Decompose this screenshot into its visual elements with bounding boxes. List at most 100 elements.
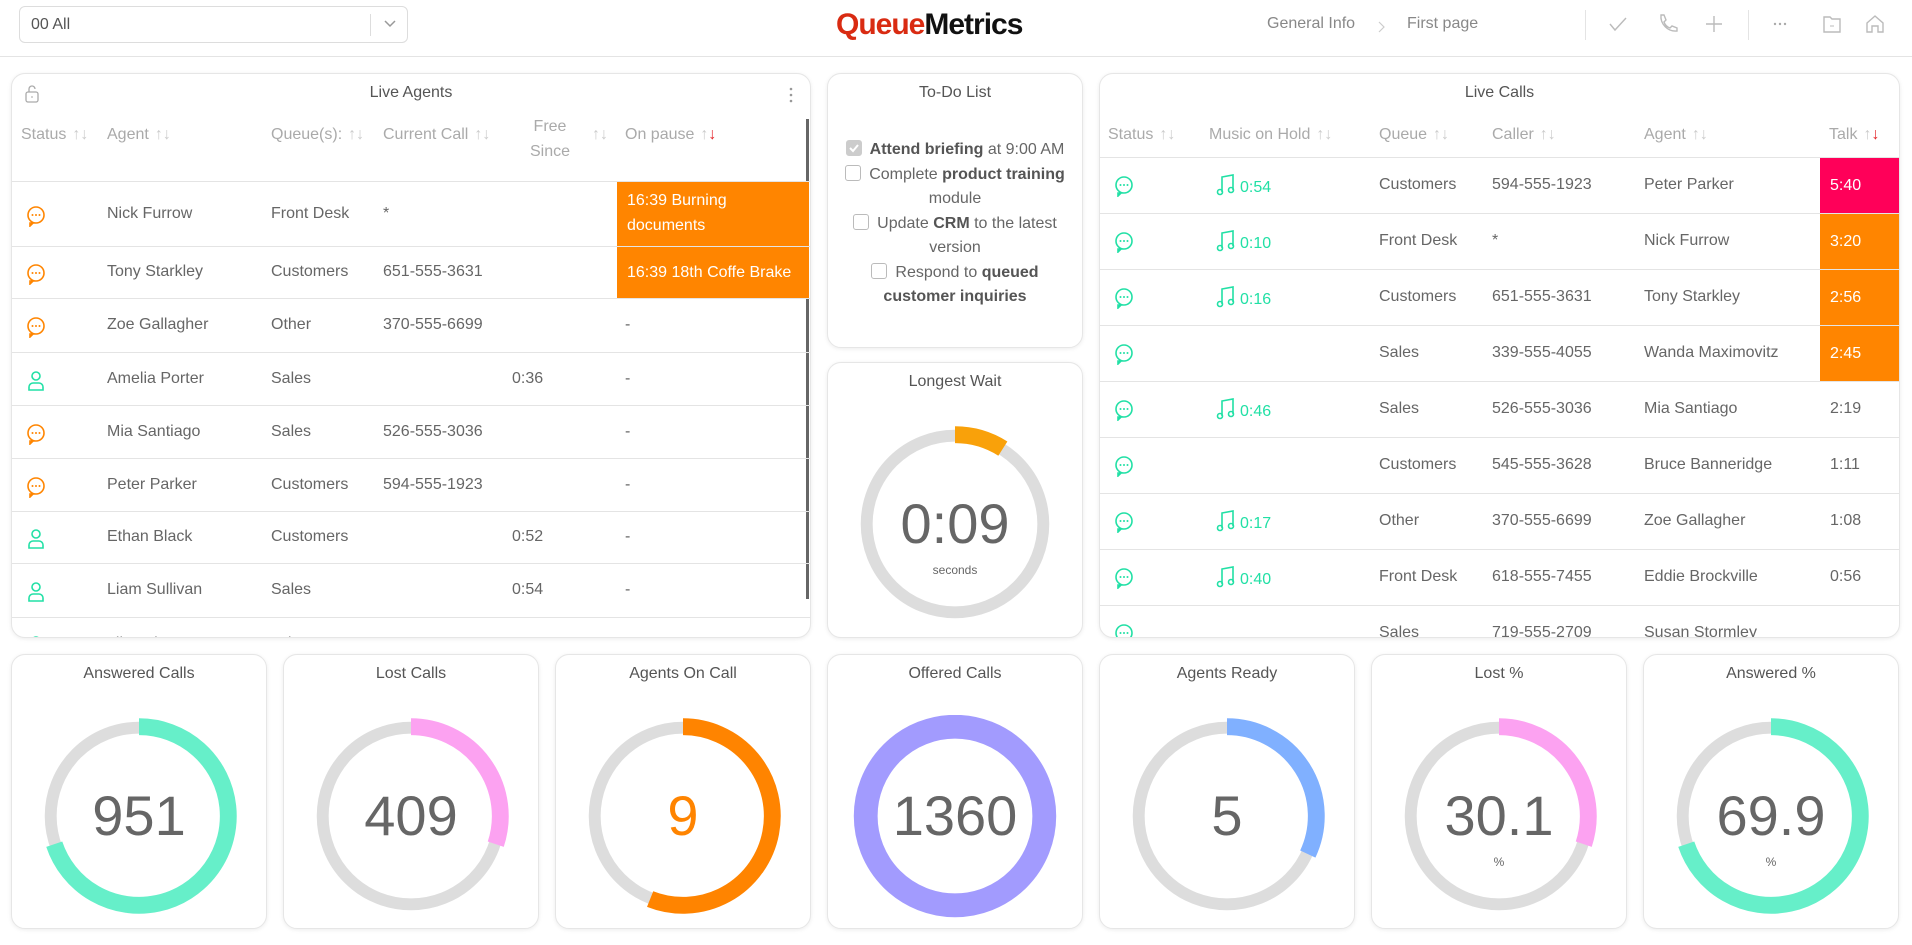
unlock-icon[interactable] xyxy=(24,84,40,104)
folder-icon[interactable] xyxy=(1820,12,1844,36)
table-row[interactable]: 0:10 Front Desk * Nick Furrow 3:20 xyxy=(1100,213,1899,269)
cell-queue: Customers xyxy=(1379,456,1457,473)
table-row[interactable]: 0:54 Customers 594-555-1923 Peter Parker 5:4… xyxy=(1100,157,1899,213)
music-on-hold: 0:54 xyxy=(1216,173,1271,202)
table-row[interactable]: 0:17 Other 370-555-6699 Zoe Gallagher 1:08 xyxy=(1100,493,1899,549)
table-row[interactable]: Nick Furrow Front Desk * 16:39 Burning docu… xyxy=(12,181,810,246)
column-header-caller[interactable]: Caller ↑↓ xyxy=(1492,126,1556,143)
table-row[interactable]: Lily Schwartz Other 0:48 xyxy=(12,617,810,638)
call-status-icon xyxy=(1114,455,1134,482)
cell-queue: Other xyxy=(271,635,311,638)
table-row[interactable]: Sales 339-555-4055 Wanda Maximovitz 2:45 xyxy=(1100,325,1899,381)
todo-item[interactable]: Update CRM to the latest version xyxy=(836,212,1074,261)
table-row[interactable]: Sales 719-555-2709 Susan Stormley xyxy=(1100,605,1899,638)
column-header-queue[interactable]: Queue ↑↓ xyxy=(1379,126,1450,143)
column-header-music-on-hold[interactable]: Music on Hold ↑↓ xyxy=(1209,126,1333,143)
gauge-value: 951 xyxy=(92,784,186,847)
call-status-icon xyxy=(1114,175,1134,202)
table-row[interactable]: Mia Santiago Sales 526-555-3036 - xyxy=(12,405,810,458)
agent-ready-icon xyxy=(26,528,46,555)
home-icon[interactable] xyxy=(1863,12,1887,36)
table-row[interactable]: 0:46 Sales 526-555-3036 Mia Santiago 2:19 xyxy=(1100,381,1899,437)
gauge-fill xyxy=(647,718,781,914)
cell-agent: Zoe Gallagher xyxy=(107,316,209,333)
scrollbar[interactable] xyxy=(806,119,809,599)
cell-queue: Customers xyxy=(271,475,349,493)
talk-time-cell: 3:20 xyxy=(1820,214,1899,269)
breadcrumb-general-info[interactable]: General Info xyxy=(1267,15,1356,32)
column-header-queue-s-[interactable]: Queue(s): ↑↓ xyxy=(271,126,365,143)
call-status-icon xyxy=(1114,343,1134,370)
panel-title: Lost Calls xyxy=(375,665,447,682)
top-bar: 00 All QueueMetrics General Info First p… xyxy=(0,0,1912,57)
column-header-status[interactable]: Status ↑↓ xyxy=(1108,126,1176,143)
table-row[interactable]: Customers 545-555-3628 Bruce Banneridge 1:1… xyxy=(1100,437,1899,493)
todo-item[interactable]: Attend briefing at 9:00 AM xyxy=(836,138,1074,163)
chevron-right-icon xyxy=(1378,21,1385,33)
table-row[interactable]: Ethan Black Customers 0:52 - xyxy=(12,511,810,563)
pause-reason-cell: 16:39 18th Coffe Brake xyxy=(617,247,809,298)
cell-talk: 2:19 xyxy=(1830,400,1862,417)
kpi-answered-calls: Answered Calls 951 xyxy=(11,654,267,929)
phone-icon[interactable] xyxy=(1655,12,1679,36)
agent-on-call-icon xyxy=(26,263,46,290)
cell-queue: Other xyxy=(271,316,312,333)
agent-on-call-icon xyxy=(26,476,46,503)
call-status-icon xyxy=(1114,511,1134,538)
gauge-ring xyxy=(44,718,237,914)
column-header-free-since[interactable]: Free Since xyxy=(530,118,571,160)
cell-agent: Tony Starkley xyxy=(107,263,204,280)
checkbox[interactable] xyxy=(871,262,888,279)
column-header-status[interactable]: Status ↑↓ xyxy=(21,126,89,143)
gauge-ring xyxy=(588,718,781,914)
table-row[interactable]: Tony Starkley Customers 651-555-3631 16:39 … xyxy=(12,246,810,298)
todo-item[interactable]: Complete product training module xyxy=(836,163,1074,212)
queue-select-value: 00 All xyxy=(31,16,71,33)
todo-item[interactable]: Respond to queued customer inquiries xyxy=(836,261,1074,310)
sort-icon: ↑↓ xyxy=(1159,126,1176,143)
longest-wait-panel: Longest Wait 0:09 seconds xyxy=(827,362,1083,638)
checkbox[interactable] xyxy=(853,213,870,230)
column-header-agent[interactable]: Agent ↑↓ xyxy=(1644,126,1708,143)
checkbox-checked[interactable] xyxy=(845,140,862,156)
column-header-agent[interactable]: Agent ↑↓ xyxy=(107,126,171,143)
table-row[interactable]: 0:40 Front Desk 618-555-7455 Eddie Brockvil… xyxy=(1100,549,1899,605)
talk-time-cell: 2:45 xyxy=(1820,326,1899,381)
cell-caller: 719-555-2709 xyxy=(1492,624,1592,638)
cell-queue: Other xyxy=(1379,512,1420,529)
cell-agent: Susan Stormley xyxy=(1644,624,1757,638)
cell-talk: 1:08 xyxy=(1830,512,1862,529)
cell-caller: 594-555-1923 xyxy=(1492,176,1592,193)
cell-free: 0:36 xyxy=(512,369,544,387)
table-row[interactable]: Zoe Gallagher Other 370-555-6699 - xyxy=(12,298,810,352)
checkbox[interactable] xyxy=(845,164,862,181)
table-row[interactable]: Amelia Porter Sales 0:36 - xyxy=(12,352,810,405)
table-row[interactable]: Peter Parker Customers 594-555-1923 - xyxy=(12,458,810,511)
column-header-on-pause[interactable]: On pause ↑↓ xyxy=(625,126,717,143)
queue-select[interactable]: 00 All xyxy=(19,6,408,43)
column-header-talk[interactable]: Talk ↑↓ xyxy=(1829,126,1880,143)
sort-icon: ↑↓ xyxy=(1863,126,1880,143)
cell-caller: 651-555-3631 xyxy=(1492,288,1592,305)
column-header-current-call[interactable]: Current Call ↑↓ xyxy=(383,126,491,143)
sort-icon[interactable]: ↑↓ xyxy=(592,126,608,143)
gauge-fill xyxy=(1678,718,1869,914)
music-note-icon xyxy=(1216,174,1236,201)
cell-caller: 370-555-6699 xyxy=(1492,512,1592,529)
music-note-icon xyxy=(1216,566,1236,593)
kebab-menu-icon[interactable] xyxy=(788,86,794,104)
panel-title: To-Do List xyxy=(918,84,992,101)
breadcrumb-first-page[interactable]: First page xyxy=(1407,15,1479,32)
table-row[interactable]: Liam Sullivan Sales 0:54 - xyxy=(12,563,810,617)
plus-icon[interactable] xyxy=(1702,12,1726,36)
cell-agent: Lily Schwartz xyxy=(107,635,201,638)
sort-icon: ↑↓ xyxy=(348,126,365,143)
check-icon[interactable] xyxy=(1606,12,1630,36)
gauge-ring xyxy=(1676,718,1869,914)
more-icon[interactable] xyxy=(1768,12,1792,36)
cell-agent: Ethan Black xyxy=(107,528,193,545)
table-row[interactable]: 0:16 Customers 651-555-3631 Tony Starkley 2:… xyxy=(1100,269,1899,325)
cell-caller: 526-555-3036 xyxy=(1492,400,1592,417)
cell-talk: 1:11 xyxy=(1830,456,1860,473)
music-on-hold: 0:40 xyxy=(1216,565,1271,594)
